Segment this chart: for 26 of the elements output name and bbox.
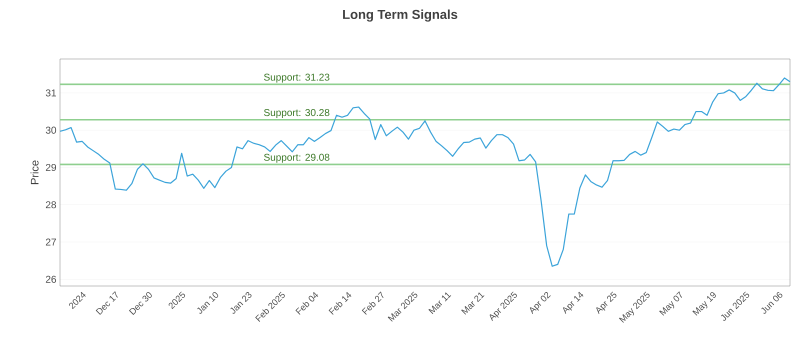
x-tick-label: Apr 25	[596, 292, 616, 314]
y-tick-label: 30	[46, 126, 56, 134]
y-tick-label: 31	[46, 89, 56, 96]
y-tick-label: 27	[46, 238, 56, 246]
y-tick-label: 28	[46, 201, 56, 208]
ref-line-label: Support: 29.08	[264, 154, 330, 163]
x-tick-label: May 07	[659, 291, 682, 316]
x-tick-label: Dec 30	[128, 292, 152, 315]
x-tick-label: Jan 23	[230, 292, 252, 314]
chart-title: Long Term Signals	[343, 10, 458, 22]
y-axis-title: Price	[30, 160, 39, 184]
x-tick-label: Feb 27	[362, 292, 384, 315]
x-tick-label: Dec 17	[96, 291, 118, 315]
y-tick-label: 29	[46, 164, 56, 171]
x-tick-label: Feb 04	[295, 292, 318, 315]
x-tick-label: May 19	[692, 292, 716, 316]
ref-line-label: Support: 31.23	[264, 74, 330, 83]
x-tick-label: Jun 06	[761, 292, 782, 314]
y-tick-label: 26	[46, 276, 56, 283]
x-tick-label: Mar 11	[428, 292, 452, 314]
x-tick-label: Jan 10	[197, 292, 218, 314]
x-tick-label: Apr 02	[530, 292, 551, 314]
x-tick-label: Feb 14	[328, 292, 352, 315]
x-tick-label: Mar 21	[461, 292, 484, 315]
x-tick-label: Apr 14	[562, 292, 584, 314]
ref-line-label: Support: 30.28	[264, 109, 330, 118]
